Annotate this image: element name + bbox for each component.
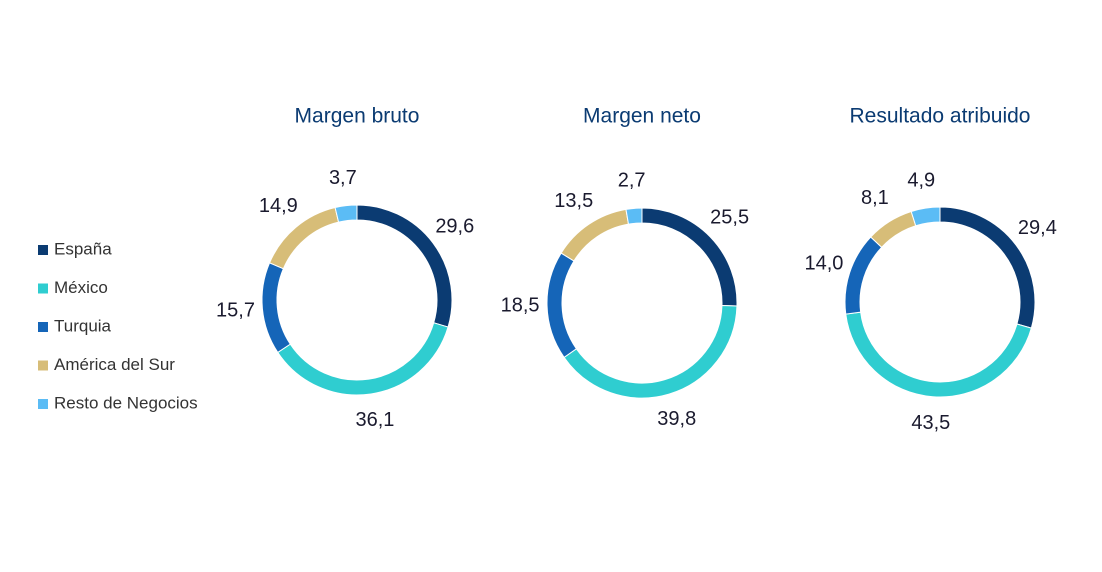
chart-title: Margen neto <box>583 105 701 128</box>
legend-swatch <box>38 360 48 371</box>
data-label: 14,9 <box>259 195 298 217</box>
chart-title: Resultado atribuido <box>850 105 1031 128</box>
donut-segment <box>869 210 917 248</box>
data-label: 2,7 <box>618 170 646 192</box>
data-label: 4,9 <box>907 170 935 192</box>
legend-swatch <box>38 322 48 332</box>
donut-segment <box>563 304 738 399</box>
data-label: 29,4 <box>1018 217 1057 239</box>
donut-segment <box>845 311 1032 398</box>
donut-segment <box>334 204 358 223</box>
donut-segment <box>546 252 578 359</box>
data-label: 3,7 <box>329 167 357 189</box>
legend-label: América del Sur <box>54 355 175 374</box>
data-label: 25,5 <box>710 206 749 228</box>
donut-segment <box>277 322 449 396</box>
data-label: 29,6 <box>435 215 474 237</box>
donut-segment <box>844 236 883 315</box>
legend-label: Resto de Negocios <box>54 393 198 412</box>
legend-swatch <box>38 283 48 294</box>
data-label: 13,5 <box>554 190 593 212</box>
data-label: 15,7 <box>216 299 255 321</box>
legend-label: Turquia <box>54 316 112 335</box>
data-label: 8,1 <box>861 187 889 209</box>
donut-segment <box>261 262 291 354</box>
data-label: 18,5 <box>501 295 540 317</box>
data-label: 39,8 <box>657 408 696 430</box>
legend-label: México <box>54 278 108 297</box>
donut-segment <box>910 206 941 227</box>
donut-segment <box>560 208 630 262</box>
data-label: 14,0 <box>804 253 843 275</box>
donut-segment <box>625 207 643 225</box>
data-label: 36,1 <box>355 409 394 431</box>
legend-label: España <box>54 239 112 258</box>
data-label: 43,5 <box>911 412 950 434</box>
legend-swatch <box>38 245 48 255</box>
legend-swatch <box>38 399 48 409</box>
chart-title: Margen bruto <box>295 105 420 128</box>
